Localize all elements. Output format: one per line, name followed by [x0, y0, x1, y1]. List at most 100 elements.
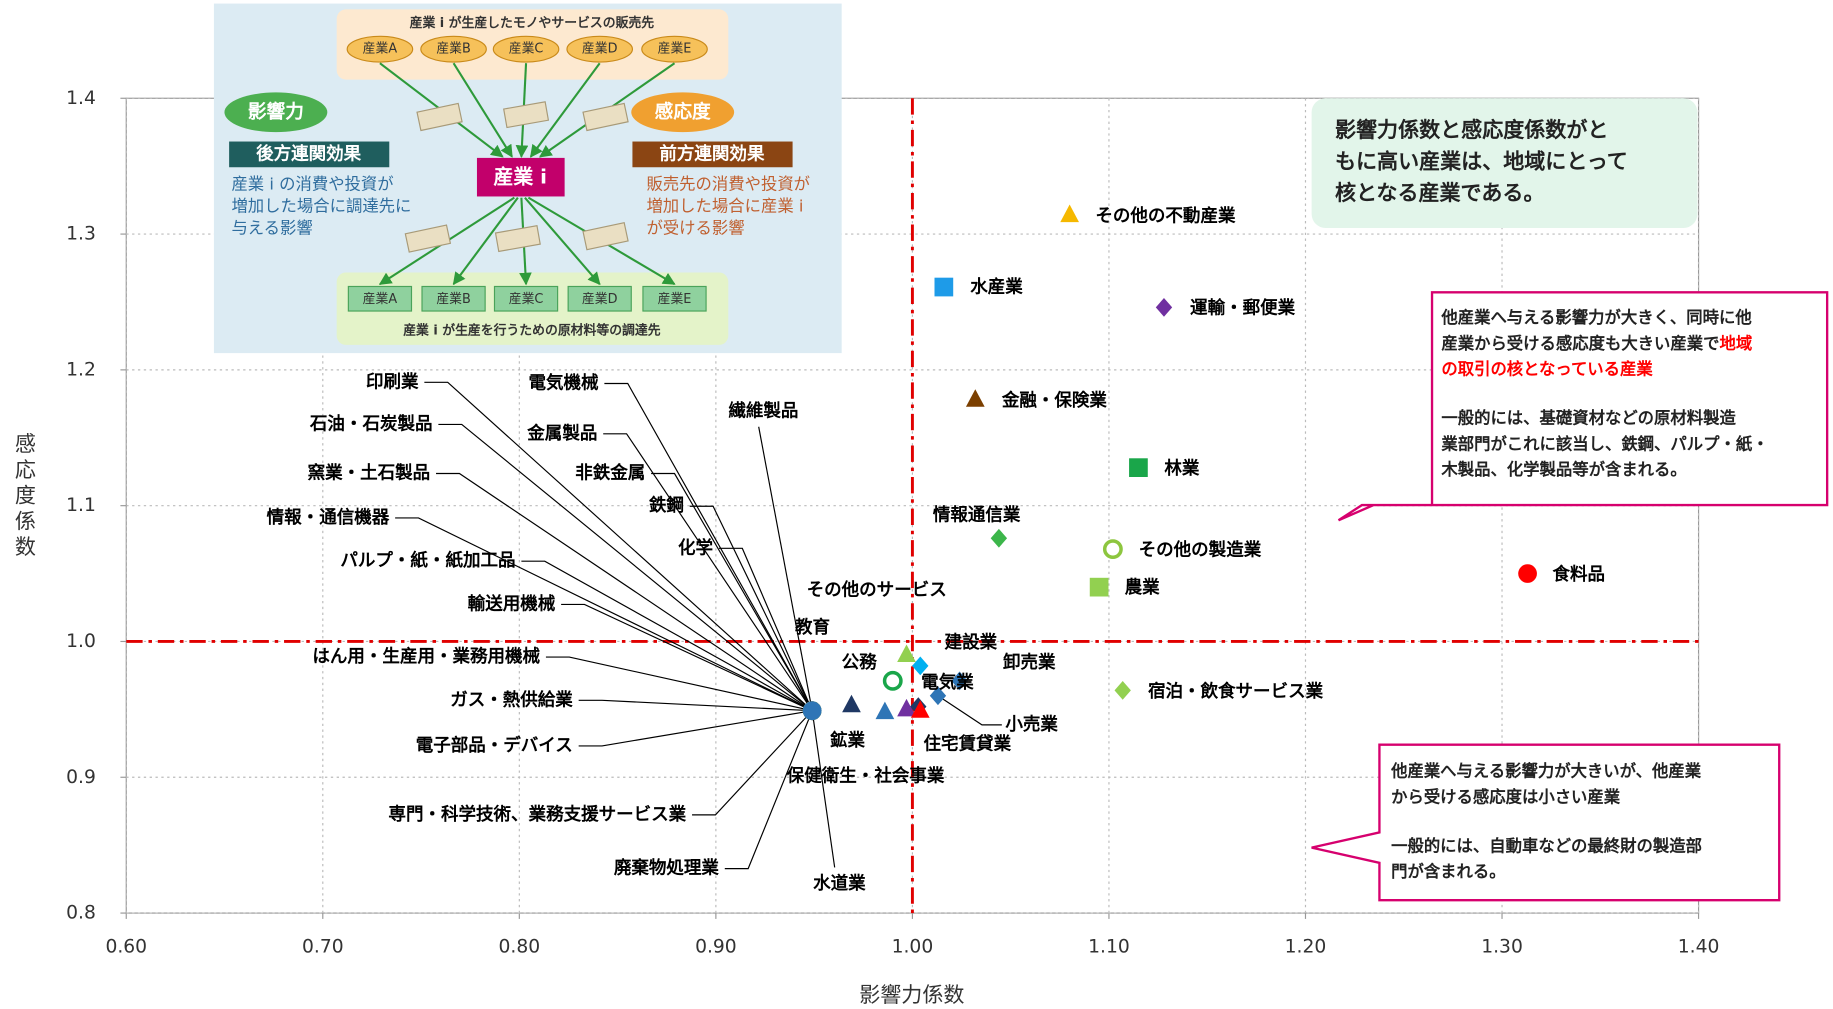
- top-node: [346, 35, 414, 63]
- point-label: 鉄鋼: [649, 495, 684, 516]
- bottom-node: [642, 285, 707, 312]
- summary-text: 核となる産業である。: [1335, 180, 1544, 205]
- callout-text: から受ける感応度は小さい産業: [1391, 787, 1621, 806]
- x-tick-label: 1.40: [1678, 936, 1720, 957]
- arrow: [529, 62, 601, 158]
- badge: [631, 92, 735, 133]
- point-label: 情報・通信機器: [267, 507, 390, 528]
- leader-line: [438, 423, 813, 712]
- callout-run: 業部門がこれに該当し、鉄鋼、パルプ・紙・: [1440, 434, 1768, 453]
- summary-text: もに高い産業は、地域にとって: [1335, 149, 1628, 174]
- summary-text: 影響力係数と感応度係数がと: [1335, 117, 1608, 142]
- diagram: 産業 i が生産したモノやサービスの販売先 産業 i が生産を行うための原材料等…: [213, 3, 842, 354]
- y-tick-label: 0.8: [66, 903, 96, 924]
- x-tick-label: 0.60: [105, 936, 147, 957]
- point-label: 金属製品: [526, 423, 597, 444]
- desc: 増加した場合に調達先に: [231, 196, 411, 215]
- top-node: [420, 35, 487, 63]
- point-label: 電気機械: [528, 373, 599, 394]
- point-label: 専門・科学技術、業務支援サービス業: [388, 804, 686, 825]
- badge-label: 感応度: [655, 101, 711, 123]
- callout-run: 木製品、化学製品等が含まれる。: [1440, 460, 1686, 479]
- point-label: その他の不動産業: [1095, 205, 1236, 226]
- money-icons: [404, 101, 629, 253]
- point-label: 小売業: [1005, 714, 1058, 735]
- point: [802, 701, 822, 721]
- bottom-title: 産業 i が生産を行うための原材料等の調達先: [403, 322, 661, 338]
- badge-label: 影響力: [248, 101, 304, 123]
- callout-text: 門が含まれる。: [1391, 862, 1506, 881]
- leader-line: [578, 710, 813, 747]
- point: [990, 528, 1008, 548]
- point: [1102, 539, 1123, 560]
- point-label: 水道業: [813, 873, 866, 894]
- callout-run: から受ける感応度は小さい産業: [1391, 787, 1621, 806]
- point-label: 水産業: [970, 277, 1023, 298]
- top-node: [566, 35, 634, 63]
- y-tick-label: 1.4: [66, 88, 96, 109]
- point-label: 情報通信業: [933, 505, 1021, 526]
- leader-line: [937, 695, 1002, 726]
- top-node-label: 産業B: [436, 41, 471, 57]
- point: [929, 686, 947, 706]
- top-node: [492, 35, 560, 63]
- bottom-node: [493, 285, 559, 312]
- point-label: 食料品: [1552, 564, 1605, 585]
- point: [842, 694, 861, 713]
- callout-run: 他産業へ与える影響力が大きく、同時に他: [1440, 308, 1752, 327]
- nodes: 産業A 産業B 産業C 産業D 産業E 産業A 産業B 産業C 産業D 産業E: [346, 35, 708, 312]
- callout-upper: [1337, 291, 1829, 522]
- leader-line: [578, 699, 813, 712]
- point-label: 電気業: [921, 672, 974, 693]
- top-node-label: 産業E: [658, 41, 692, 57]
- y-tick-label: 0.9: [66, 767, 96, 788]
- x-tick-label: 1.00: [892, 936, 934, 957]
- heading-box: [229, 141, 390, 168]
- heading: 後方連関効果: [256, 143, 362, 164]
- annotations: 影響力係数と感応度係数がともに高い産業は、地域にとって核となる産業である。他産業…: [1335, 117, 1769, 881]
- y-tick-label: 1.2: [66, 359, 96, 380]
- point-label: 金融・保険業: [1001, 390, 1108, 411]
- bottom-node-label: 産業C: [509, 291, 544, 307]
- leader-line: [604, 382, 813, 712]
- desc: 増加した場合に産業 i: [646, 196, 803, 215]
- callout-run: 門が含まれる。: [1391, 862, 1506, 881]
- x-tick-label: 0.70: [302, 936, 344, 957]
- point-label: 廃棄物処理業: [614, 858, 720, 879]
- y-tick-label: 1.1: [66, 495, 96, 516]
- callout-run: の取引の核となっている産業: [1441, 359, 1653, 378]
- point: [951, 671, 968, 691]
- callout-text: 一般的には、自動車などの最終財の製造部: [1391, 836, 1702, 855]
- leader-line: [724, 710, 813, 870]
- callout-text: 他産業へ与える影響力が大きく、同時に他: [1440, 308, 1752, 327]
- point-label: その他のサービス: [807, 579, 947, 600]
- leader-line: [424, 381, 813, 712]
- leader-line: [651, 472, 813, 712]
- bottom-node: [347, 285, 413, 312]
- point: [897, 644, 916, 663]
- point: [897, 698, 916, 717]
- point-label: 林業: [1164, 458, 1200, 479]
- money: [404, 224, 452, 253]
- arrow: [452, 62, 513, 158]
- point-label: 運輸・郵便業: [1190, 298, 1296, 319]
- leader-line: [689, 505, 813, 711]
- point: [934, 277, 954, 297]
- point: [875, 701, 895, 720]
- point-label: 鉱業: [830, 730, 866, 751]
- leader-line: [521, 560, 813, 712]
- callout-text: の取引の核となっている産業: [1441, 359, 1653, 378]
- arrow: [524, 196, 601, 286]
- leader-line: [603, 433, 813, 712]
- x-tick-label: 0.90: [695, 936, 737, 957]
- leader-line: [692, 710, 813, 816]
- top-node-label: 産業C: [509, 41, 544, 57]
- point-label: 化学: [678, 537, 713, 558]
- heading: 前方連関効果: [659, 143, 765, 164]
- point-label: 建設業: [945, 632, 998, 653]
- x-tick-label: 1.20: [1285, 936, 1327, 957]
- money: [503, 101, 550, 129]
